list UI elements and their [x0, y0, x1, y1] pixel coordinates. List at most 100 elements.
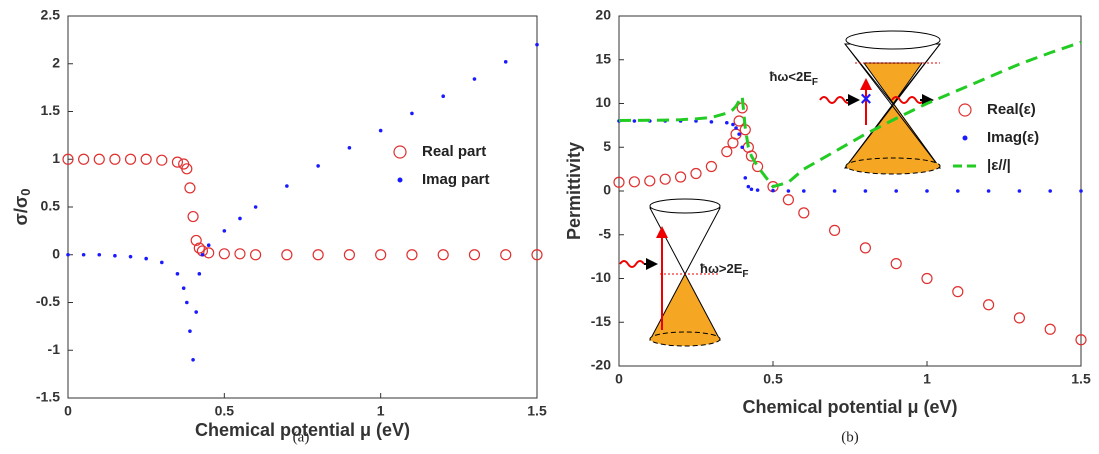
- data-point: [982, 299, 995, 311]
- data-point: [109, 153, 121, 165]
- data-point: [375, 249, 387, 261]
- data-point: [737, 132, 741, 136]
- data-point: [78, 153, 90, 165]
- data-point: [441, 94, 446, 99]
- annotation-text: ħω<2E: [769, 69, 812, 84]
- data-point: [218, 248, 230, 260]
- data-point: [193, 242, 205, 254]
- data-point: [890, 258, 902, 270]
- data-point: [734, 126, 738, 130]
- data-point: [181, 286, 186, 290]
- x-tick-label: 0: [64, 403, 72, 419]
- legend-swatch: [397, 177, 403, 183]
- y-tick-label: 2.5: [41, 7, 61, 23]
- data-point: [500, 249, 512, 261]
- data-point: [782, 194, 795, 206]
- data-point: [628, 176, 641, 188]
- annotation-sub: F: [812, 77, 818, 88]
- data-point: [721, 146, 733, 158]
- data-point: [197, 272, 202, 276]
- series-line: [618, 40, 1082, 189]
- annotation-sub: F: [742, 269, 748, 280]
- y-axis-title-text: Permittivity: [564, 142, 584, 240]
- data-point: [771, 188, 775, 193]
- data-point: [743, 176, 748, 180]
- y-axis-title: Permittivity: [564, 142, 584, 240]
- data-point: [113, 253, 117, 258]
- data-point: [316, 164, 320, 168]
- y-tick-label: -0.5: [36, 293, 60, 309]
- data-point: [253, 205, 258, 209]
- x-tick-label: 1: [377, 403, 385, 419]
- y-tick-label: 5: [603, 138, 611, 154]
- y-tick-label: -10: [591, 269, 611, 285]
- data-point: [312, 249, 324, 261]
- y-tick-label: 20: [595, 7, 611, 23]
- y-tick-label: 10: [595, 94, 611, 110]
- y-tick-label: 15: [595, 50, 611, 66]
- data-point: [140, 153, 152, 165]
- data-point: [472, 77, 477, 81]
- x-tick-label: 1.5: [1071, 371, 1091, 387]
- plot-frame: [67, 15, 538, 399]
- annotation: ħω<2EF: [769, 69, 818, 87]
- data-point: [185, 300, 189, 305]
- data-point: [437, 249, 449, 261]
- data-point: [1075, 334, 1087, 346]
- data-point: [786, 189, 791, 193]
- data-point: [751, 160, 764, 173]
- data-point: [1013, 312, 1026, 324]
- data-point: [194, 310, 198, 314]
- data-point: [1044, 323, 1056, 335]
- data-point: [378, 128, 383, 133]
- data-point: [285, 184, 289, 188]
- data-point: [1017, 189, 1022, 193]
- data-point: [952, 286, 964, 298]
- data-point: [81, 252, 86, 257]
- data-point: [184, 182, 196, 194]
- data-point: [160, 260, 164, 265]
- y-axis-title-text: σ/σ: [11, 196, 31, 226]
- x-tick-label: 0: [615, 371, 623, 387]
- x-tick-label: 0.5: [215, 403, 235, 419]
- data-point: [749, 187, 754, 192]
- data-point: [798, 207, 810, 219]
- data-point: [410, 111, 414, 116]
- data-point: [802, 189, 806, 193]
- data-point: [175, 272, 180, 276]
- data-point: [731, 122, 735, 127]
- data-point: [733, 115, 745, 127]
- x-axis-title: Chemical potential μ (eV): [742, 397, 957, 417]
- data-point: [740, 145, 744, 150]
- data-point: [406, 249, 418, 261]
- legend-label: Real(ε): [987, 101, 1036, 118]
- data-point: [187, 210, 199, 223]
- data-point: [894, 189, 898, 193]
- data-point: [1048, 189, 1052, 193]
- data-point: [921, 272, 933, 285]
- data-point: [97, 252, 102, 257]
- legend-label: Imag part: [422, 171, 490, 188]
- data-point: [200, 252, 205, 257]
- data-point: [644, 175, 656, 187]
- data-point: [222, 229, 227, 233]
- data-point: [755, 188, 760, 192]
- data-point: [203, 247, 215, 259]
- data-point: [171, 156, 184, 168]
- data-point: [468, 249, 481, 261]
- data-point: [281, 249, 293, 261]
- legend-swatch: [962, 135, 968, 141]
- data-point: [128, 254, 133, 259]
- svg-text:×: ×: [860, 88, 872, 110]
- legend-label: Real part: [422, 143, 486, 160]
- data-point: [705, 160, 718, 173]
- legend-swatch: [393, 145, 407, 159]
- y-tick-label: -1.5: [36, 389, 60, 405]
- y-tick-label: -15: [591, 313, 611, 329]
- legend-swatch: [958, 103, 972, 117]
- data-point: [144, 256, 148, 261]
- data-point: [181, 163, 193, 175]
- data-point: [925, 189, 929, 193]
- data-point: [632, 119, 637, 123]
- y-tick-label: -1: [48, 341, 61, 357]
